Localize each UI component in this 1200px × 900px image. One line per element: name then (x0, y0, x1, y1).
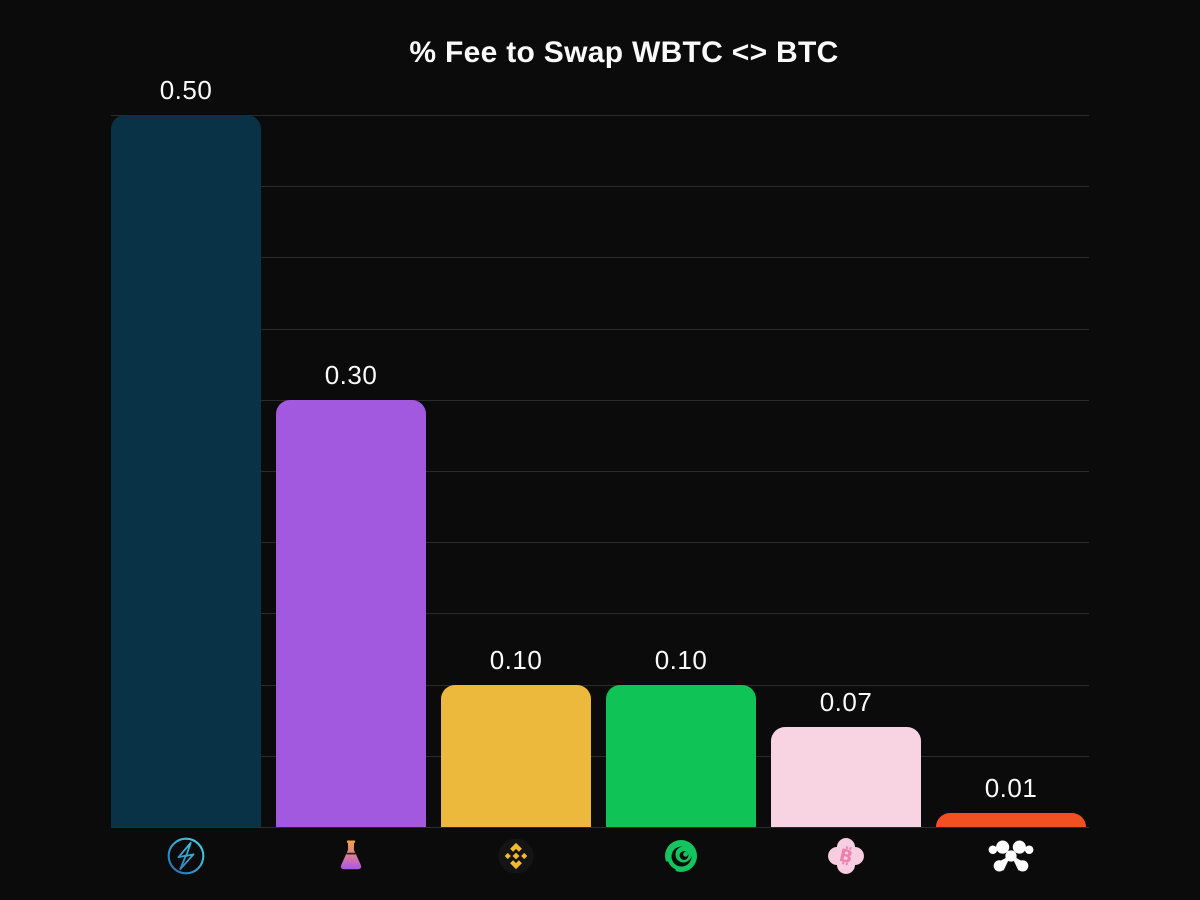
bar-potion-flask (276, 400, 426, 827)
gridline (111, 257, 1089, 258)
gridline (111, 613, 1089, 614)
gridline (111, 827, 1089, 828)
chart-title: % Fee to Swap WBTC <> BTC (409, 36, 839, 69)
gridline (111, 756, 1089, 757)
gridline (111, 115, 1089, 116)
gridline (111, 685, 1089, 686)
green-vortex-icon (655, 833, 707, 879)
bar-value-label: 0.50 (159, 75, 213, 105)
bar-green-vortex (606, 685, 756, 827)
bar-binance (441, 685, 591, 827)
pink-bitcoin-flower-icon: B (820, 833, 872, 879)
lightning-circle-icon (160, 833, 212, 879)
bar-value-label: 0.01 (984, 773, 1038, 803)
gridline (111, 186, 1089, 187)
bar-value-label: 0.07 (819, 687, 873, 717)
gridline (111, 400, 1089, 401)
bar-pink-bitcoin-flower (771, 727, 921, 827)
potion-flask-icon (325, 833, 377, 879)
gridline (111, 542, 1089, 543)
gridline (111, 471, 1089, 472)
bar-lightning-circle (111, 115, 261, 827)
bar-white-molecule (936, 813, 1086, 827)
svg-text:B: B (837, 846, 854, 868)
white-molecule-icon (985, 833, 1037, 879)
gridline (111, 329, 1089, 330)
bar-value-label: 0.30 (324, 360, 378, 390)
bar-value-label: 0.10 (654, 645, 708, 675)
bar-value-label: 0.10 (489, 645, 543, 675)
binance-icon (490, 833, 542, 879)
